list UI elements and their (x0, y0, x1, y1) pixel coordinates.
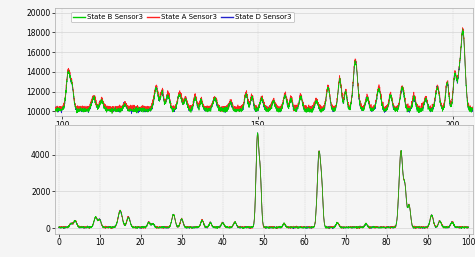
Legend: State B Sensor3, State A Sensor3, State D Sensor3: State B Sensor3, State A Sensor3, State … (71, 12, 294, 22)
